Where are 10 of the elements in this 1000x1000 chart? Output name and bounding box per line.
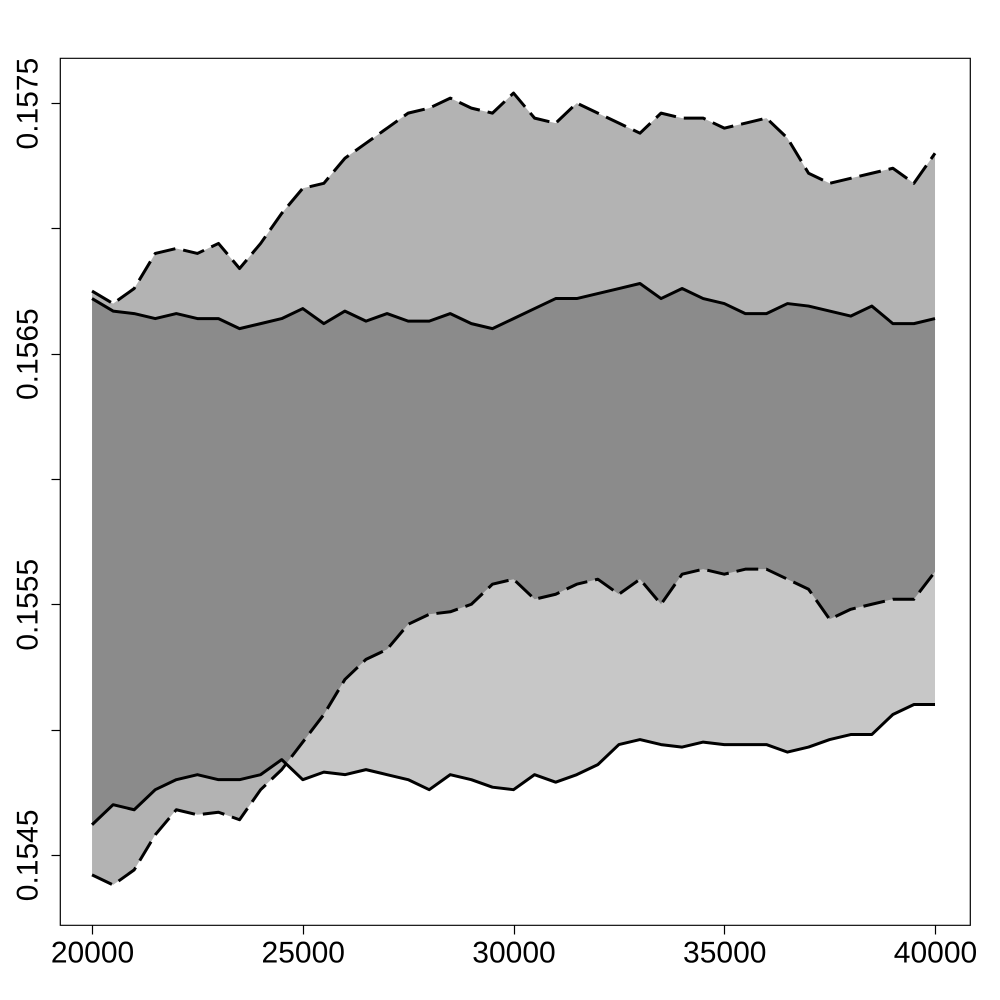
y-tick-label: 0.1555 (12, 558, 44, 651)
line-series (90, 568, 937, 886)
x-tick-label: 30000 (472, 936, 556, 970)
x-tick-label: 40000 (894, 936, 978, 970)
y-tick-label: 0.1545 (12, 809, 44, 902)
y-tick-label: 0.1565 (12, 308, 44, 400)
y-tick-label: 0.1575 (12, 58, 44, 150)
x-tick-label: 25000 (262, 936, 345, 970)
x-tick-label: 35000 (683, 936, 766, 970)
x-tick-label: 20000 (50, 936, 134, 970)
